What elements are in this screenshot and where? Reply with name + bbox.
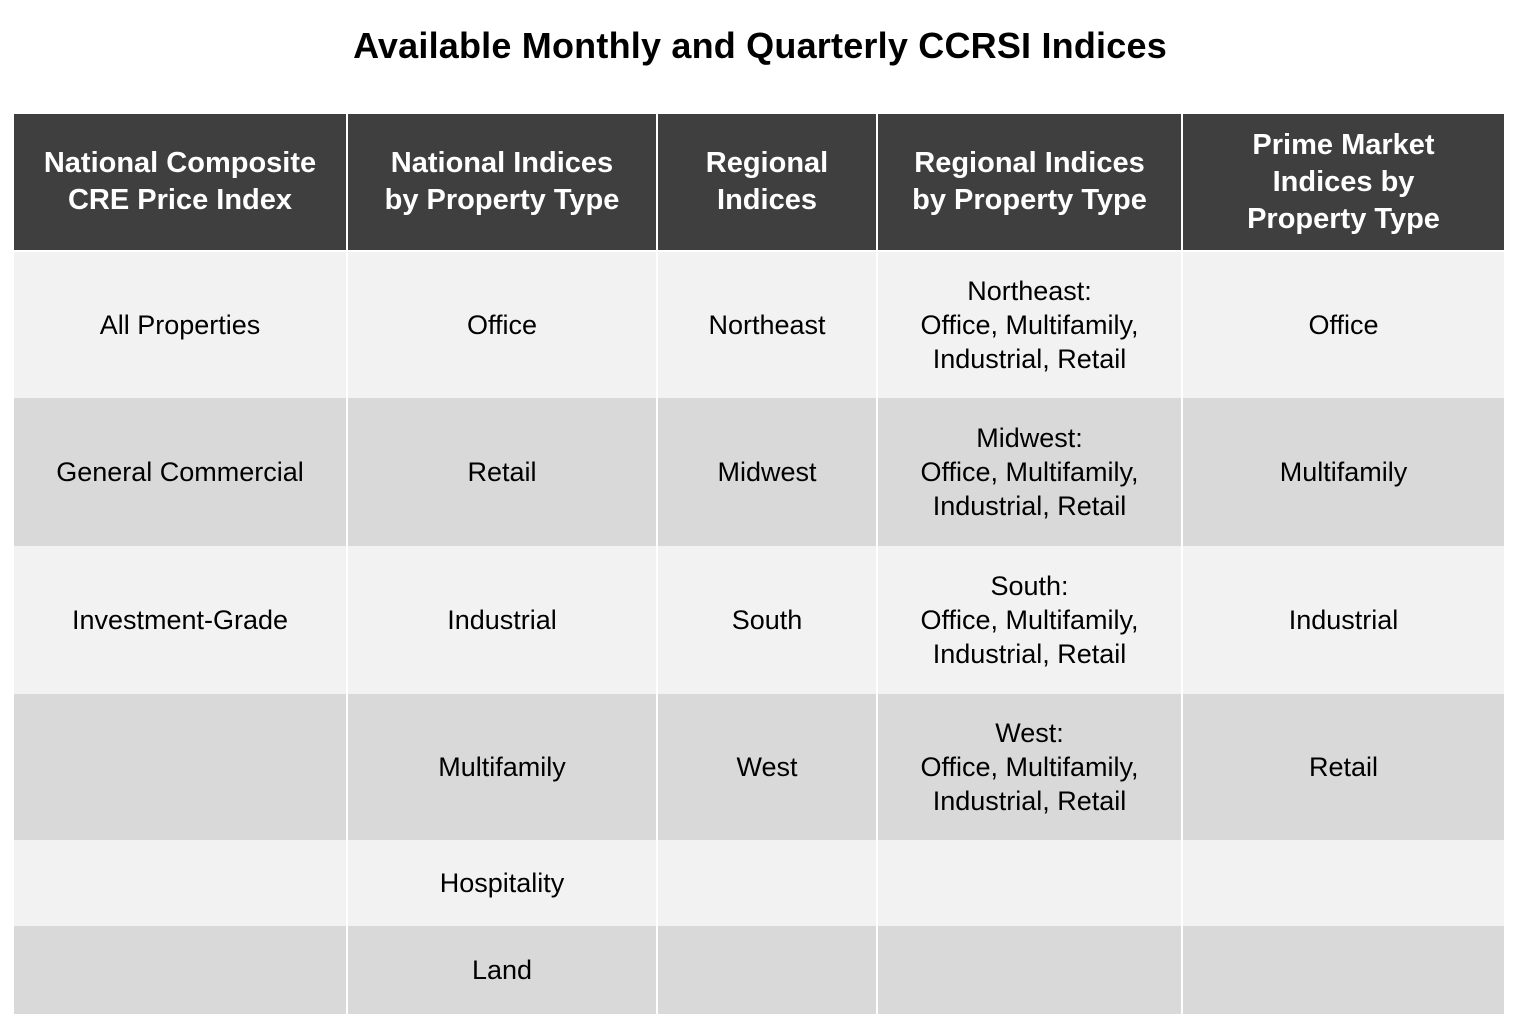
table-cell: Investment-Grade xyxy=(14,546,348,694)
table-cell: Hospitality xyxy=(348,840,658,926)
table-cell: Office xyxy=(348,252,658,398)
column-header-prime-market: Prime Market Indices by Property Type xyxy=(1183,114,1504,252)
column-header-regional: Regional Indices xyxy=(658,114,878,252)
table-cell: Northeast xyxy=(658,252,878,398)
table-cell xyxy=(14,694,348,840)
table-cell: Industrial xyxy=(348,546,658,694)
table-cell xyxy=(878,926,1183,1014)
table-cell xyxy=(1183,840,1504,926)
table-cell: Multifamily xyxy=(1183,398,1504,546)
table-cell: Northeast: Office, Multifamily, Industri… xyxy=(878,252,1183,398)
table-cell: All Properties xyxy=(14,252,348,398)
column-header-regional-by-type: Regional Indices by Property Type xyxy=(878,114,1183,252)
table-cell xyxy=(658,926,878,1014)
table-cell: Multifamily xyxy=(348,694,658,840)
table-cell: West: Office, Multifamily, Industrial, R… xyxy=(878,694,1183,840)
indices-table: National Composite CRE Price Index Natio… xyxy=(14,114,1504,1014)
table-cell xyxy=(14,840,348,926)
table-cell: Midwest xyxy=(658,398,878,546)
table-cell: Land xyxy=(348,926,658,1014)
table-cell: West xyxy=(658,694,878,840)
table-cell xyxy=(658,840,878,926)
table-cell: South xyxy=(658,546,878,694)
table-cell: Midwest: Office, Multifamily, Industrial… xyxy=(878,398,1183,546)
column-header-national-composite: National Composite CRE Price Index xyxy=(14,114,348,252)
table-cell xyxy=(1183,926,1504,1014)
table-cell: South: Office, Multifamily, Industrial, … xyxy=(878,546,1183,694)
table-cell: Industrial xyxy=(1183,546,1504,694)
page-title: Available Monthly and Quarterly CCRSI In… xyxy=(353,25,1167,66)
table-cell: Retail xyxy=(348,398,658,546)
table-cell xyxy=(14,926,348,1014)
table-cell xyxy=(878,840,1183,926)
column-header-national-by-type: National Indices by Property Type xyxy=(348,114,658,252)
table-cell: Retail xyxy=(1183,694,1504,840)
table-cell: General Commercial xyxy=(14,398,348,546)
table-cell: Office xyxy=(1183,252,1504,398)
